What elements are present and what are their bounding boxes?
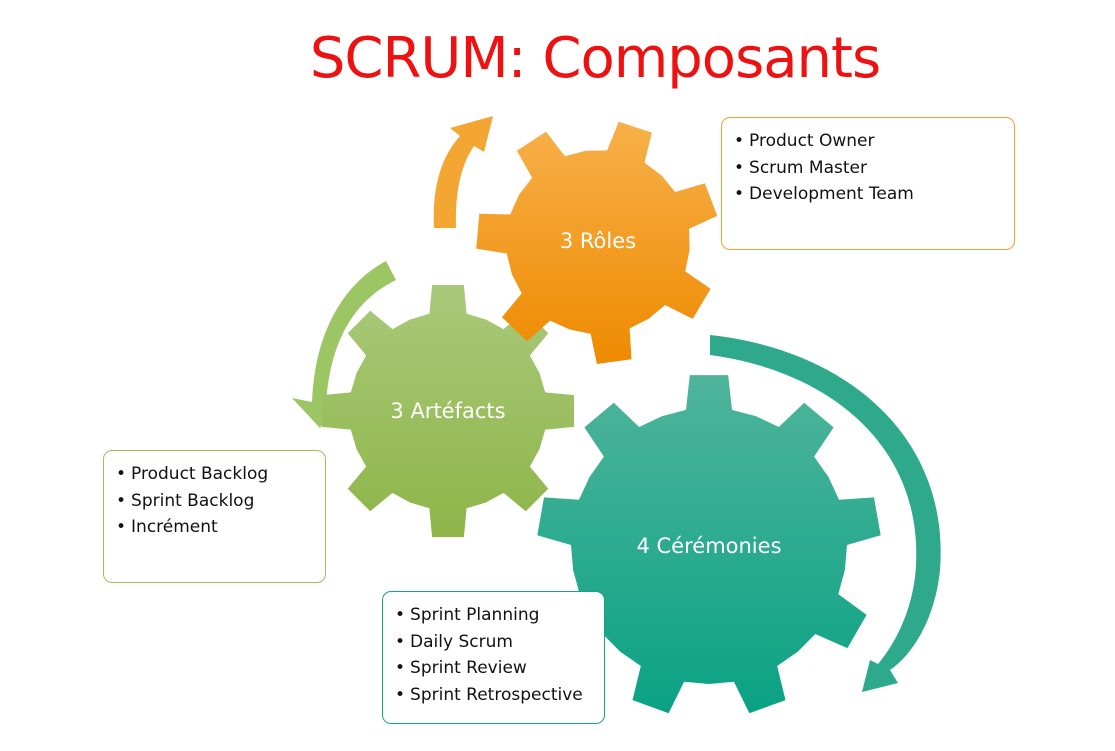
artefacts-list: Product Backlog Sprint Backlog Incrément bbox=[116, 461, 315, 541]
ceremonies-cycle-arrow bbox=[710, 335, 941, 692]
roles-list-box: Product Owner Scrum Master Development T… bbox=[721, 117, 1015, 250]
list-item: Daily Scrum bbox=[395, 629, 594, 656]
ceremonies-gear-label: 4 Cérémonies bbox=[636, 534, 781, 558]
roles-list: Product Owner Scrum Master Development T… bbox=[734, 128, 1004, 208]
ceremonies-list-box: Sprint Planning Daily Scrum Sprint Revie… bbox=[382, 591, 605, 724]
roles-gear bbox=[476, 121, 718, 364]
artefacts-gear bbox=[322, 285, 574, 537]
list-item: Scrum Master bbox=[734, 155, 1004, 182]
list-item: Incrément bbox=[116, 514, 315, 541]
artefacts-cycle-arrow bbox=[292, 261, 396, 428]
roles-gear-label: 3 Rôles bbox=[560, 229, 636, 253]
ceremonies-gear bbox=[537, 375, 881, 714]
page-title: SCRUM: Composants bbox=[309, 26, 881, 91]
roles-cycle-arrow bbox=[433, 116, 493, 228]
list-item: Development Team bbox=[734, 181, 1004, 208]
list-item: Sprint Review bbox=[395, 655, 594, 682]
list-item: Sprint Retrospective bbox=[395, 682, 594, 709]
artefacts-gear-label: 3 Artéfacts bbox=[390, 399, 505, 423]
ceremonies-list: Sprint Planning Daily Scrum Sprint Revie… bbox=[395, 602, 594, 708]
list-item: Product Backlog bbox=[116, 461, 315, 488]
artefacts-list-box: Product Backlog Sprint Backlog Incrément bbox=[103, 450, 326, 583]
list-item: Product Owner bbox=[734, 128, 1004, 155]
list-item: Sprint Backlog bbox=[116, 488, 315, 515]
list-item: Sprint Planning bbox=[395, 602, 594, 629]
